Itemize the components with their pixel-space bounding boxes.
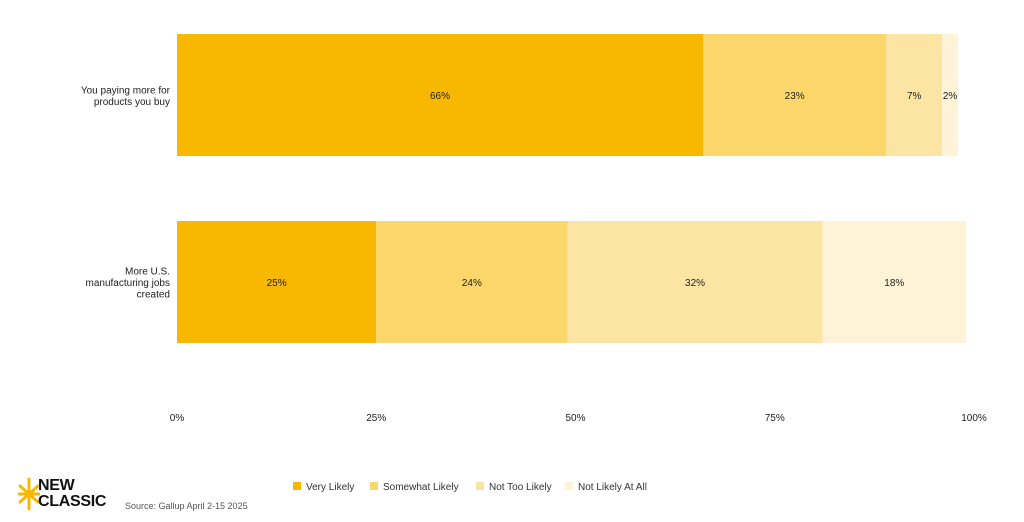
legend-swatch (476, 482, 484, 490)
x-tick-label: 100% (961, 413, 987, 424)
data-label: 32% (685, 278, 705, 289)
data-label: 7% (907, 91, 922, 102)
legend-swatch (565, 482, 573, 490)
bar-segment (177, 34, 704, 156)
data-label: 2% (943, 91, 958, 102)
bar-segment (942, 34, 959, 156)
source-note: Source: Gallup April 2-15 2025 (125, 501, 248, 511)
legend-label: Somewhat Likely (383, 482, 459, 493)
new-classic-logo: NEW CLASSIC (18, 476, 118, 514)
data-label: 24% (462, 278, 482, 289)
x-tick-label: 75% (765, 413, 785, 424)
category-label: You paying more for products you buy (81, 85, 171, 108)
category-label: More U.S. manufacturing jobs created (86, 267, 171, 301)
legend-swatch (370, 482, 378, 490)
logo-wordmark: NEW CLASSIC (38, 477, 107, 510)
bar-segment (703, 34, 887, 156)
data-label: 66% (430, 91, 450, 102)
legend-label: Not Too Likely (489, 482, 552, 493)
bar-segment (822, 221, 967, 343)
bar-segment (177, 221, 377, 343)
bar-segment (567, 221, 823, 343)
bar-segment (886, 34, 943, 156)
bar-segment (376, 221, 568, 343)
starburst-icon (18, 477, 40, 511)
x-tick-label: 50% (565, 413, 585, 424)
legend-swatch (293, 482, 301, 490)
data-label: 23% (785, 91, 805, 102)
x-tick-label: 0% (170, 413, 185, 424)
x-tick-label: 25% (366, 413, 386, 424)
legend-label: Not Likely At All (578, 482, 647, 493)
legend-label: Very Likely (306, 482, 354, 493)
data-label: 25% (267, 278, 287, 289)
data-label: 18% (884, 278, 904, 289)
